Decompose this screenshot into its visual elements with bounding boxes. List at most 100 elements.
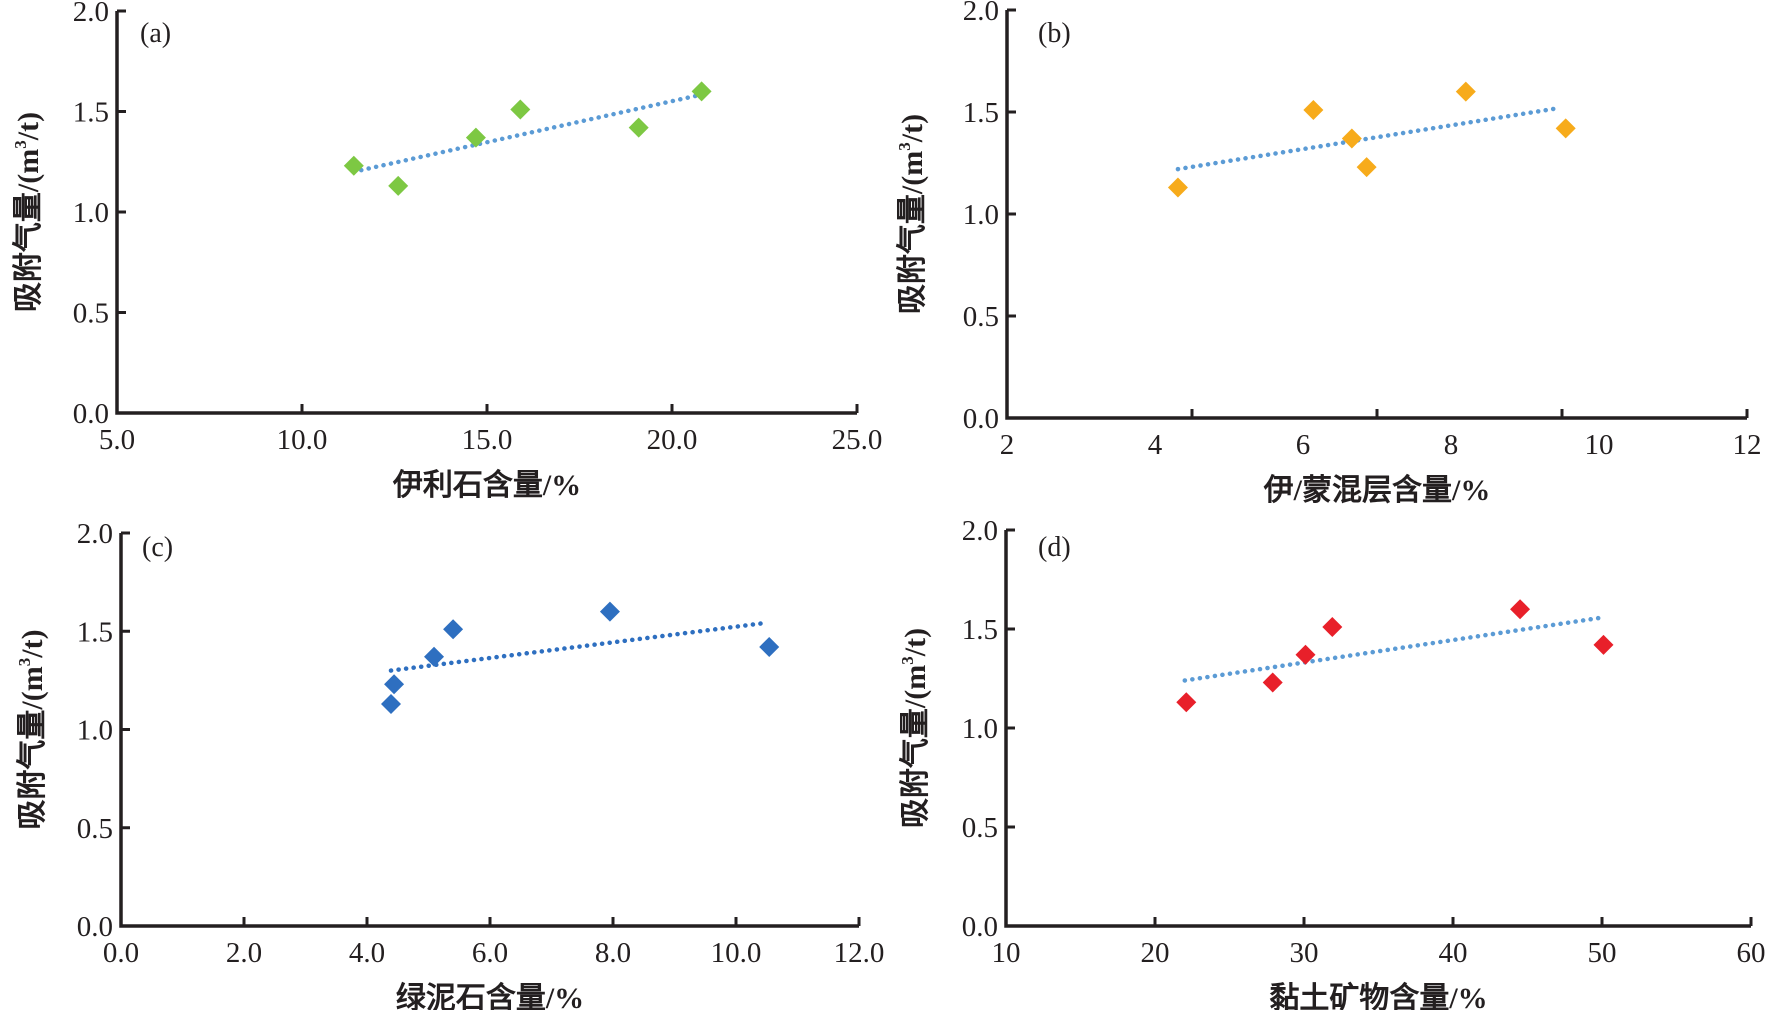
y-tick-label: 1.5 <box>73 97 109 129</box>
data-point-diamond <box>628 117 649 138</box>
y-axis-title-superscript: 3 <box>898 656 917 665</box>
y-tick-label: 2.0 <box>963 0 999 27</box>
x-tick-label: 10 <box>1585 429 1614 461</box>
data-point-diamond <box>1356 157 1377 178</box>
x-tick-label: 10.0 <box>711 937 762 969</box>
y-axis-title: 吸附气量/(m3/t) <box>11 112 45 312</box>
y-tick-label: 2.0 <box>77 518 113 550</box>
y-tick-label: 0.0 <box>962 911 998 943</box>
y-tick-label: 1.0 <box>77 715 113 747</box>
data-point-diamond <box>759 636 780 657</box>
x-tick-label: 4.0 <box>349 937 385 969</box>
x-tick-label: 2 <box>1000 429 1015 461</box>
y-axis-title: 吸附气量/(m3/t) <box>898 628 932 828</box>
data-point-diamond <box>384 674 405 695</box>
y-axis-title-main: 吸附气量/(m <box>896 151 929 314</box>
y-axis-title-superscript: 3 <box>15 658 34 667</box>
panel-d: 0.0 0.5 1.0 1.5 2.0 10 20 30 40 50 60 黏土矿物含量/% 吸附气量/… <box>898 515 1766 1010</box>
panel-a: 0.0 0.5 1.0 1.5 2.0 5.0 10.0 15.0 20.0 25.0 伊利石含量/… <box>11 0 882 502</box>
y-tick-label: 1.5 <box>77 616 113 648</box>
panel-label: (c) <box>142 532 173 563</box>
y-tick-label: 1.5 <box>962 614 998 646</box>
axes-frame <box>1004 530 1751 928</box>
data-point-diamond <box>1303 99 1324 120</box>
x-tick-label: 12.0 <box>834 937 885 969</box>
y-tick-label: 0.5 <box>962 812 998 844</box>
y-axis-title-tail: /t) <box>896 114 929 143</box>
panel-label: (d) <box>1038 532 1071 563</box>
data-point-diamond <box>1295 644 1316 665</box>
x-tick-label: 30 <box>1290 937 1319 969</box>
y-axis-title: 吸附气量/(m3/t) <box>895 114 929 314</box>
x-axis-title: 伊/蒙混层含量/% <box>1263 473 1491 507</box>
data-point-diamond <box>1341 128 1362 149</box>
panel-label: (a) <box>140 18 171 49</box>
y-tick-label: 0.0 <box>963 403 999 435</box>
y-tick-label: 2.0 <box>962 515 998 547</box>
x-axis-title: 伊利石含量/% <box>392 468 581 502</box>
data-point-diamond <box>510 99 531 120</box>
y-tick-label: 0.0 <box>77 911 113 943</box>
panel-label: (b) <box>1038 18 1071 49</box>
y-tick-label: 0.5 <box>77 813 113 845</box>
x-axis-title: 绿泥石含量/% <box>396 981 584 1010</box>
y-axis-title-superscript: 3 <box>11 140 30 149</box>
x-tick-label: 25.0 <box>832 424 883 456</box>
x-tick-label: 20 <box>1141 937 1170 969</box>
x-tick-label: 5.0 <box>99 424 135 456</box>
data-point-diamond <box>1593 634 1614 655</box>
trendline <box>388 621 765 673</box>
x-tick-label: 8.0 <box>595 937 631 969</box>
data-point-diamond <box>424 646 445 667</box>
x-tick-label: 60 <box>1737 937 1766 969</box>
y-axis-title-tail: /t) <box>12 112 45 141</box>
x-tick-label: 10 <box>992 937 1021 969</box>
x-tick-label: 6 <box>1296 429 1311 461</box>
y-tick-label: 0.0 <box>73 398 109 430</box>
trendline <box>1182 614 1608 683</box>
x-tick-label: 15.0 <box>462 424 513 456</box>
y-tick-label: 1.0 <box>963 199 999 231</box>
y-axis-title-tail: /t) <box>899 628 932 657</box>
panel-b: 0.0 0.5 1.0 1.5 2.0 2 4 6 8 10 12 伊/蒙混层含量/% 吸附气量/(m3… <box>895 0 1762 507</box>
y-tick-label: 1.5 <box>963 97 999 129</box>
x-tick-label: 0.0 <box>103 937 139 969</box>
data-point-diamond <box>599 601 620 622</box>
data-point-diamond <box>1510 599 1531 620</box>
y-tick-label: 0.5 <box>963 301 999 333</box>
x-axis-title: 黏土矿物含量/% <box>1269 981 1487 1010</box>
x-tick-label: 2.0 <box>226 937 262 969</box>
axes-frame <box>1005 10 1747 420</box>
data-point-diamond <box>343 155 364 176</box>
axes-frame <box>119 533 859 928</box>
data-point-diamond <box>443 619 464 640</box>
y-axis-title-superscript: 3 <box>895 142 914 151</box>
y-tick-label: 0.5 <box>73 298 109 330</box>
data-point-diamond <box>388 175 409 196</box>
data-point-diamond <box>1167 177 1188 198</box>
x-tick-label: 4 <box>1148 429 1163 461</box>
data-point-diamond <box>465 127 486 148</box>
data-point-diamond <box>1322 617 1343 638</box>
x-tick-label: 50 <box>1588 937 1617 969</box>
y-axis-title-main: 吸附气量/(m <box>12 149 45 312</box>
y-axis-title-main: 吸附气量/(m <box>16 666 49 829</box>
y-axis-title-tail: /t) <box>16 629 49 658</box>
data-point-diamond <box>1555 118 1576 139</box>
axes-frame <box>115 11 857 415</box>
y-axis-title: 吸附气量/(m3/t) <box>15 629 49 829</box>
x-tick-label: 10.0 <box>277 424 328 456</box>
data-point-diamond <box>1262 672 1283 693</box>
y-tick-label: 1.0 <box>962 713 998 745</box>
panel-c: 0.0 0.5 1.0 1.5 2.0 0.0 2.0 4.0 6.0 8.0 10.0 12.0 绿泥… <box>15 518 884 1010</box>
data-point-diamond <box>1455 81 1476 102</box>
x-tick-label: 12 <box>1733 429 1762 461</box>
x-tick-label: 40 <box>1439 937 1468 969</box>
y-tick-label: 1.0 <box>73 197 109 229</box>
data-point-diamond <box>380 693 401 714</box>
x-tick-label: 8 <box>1444 429 1459 461</box>
data-point-diamond <box>1176 692 1197 713</box>
trendline <box>351 93 701 175</box>
data-point-diamond <box>691 81 712 102</box>
